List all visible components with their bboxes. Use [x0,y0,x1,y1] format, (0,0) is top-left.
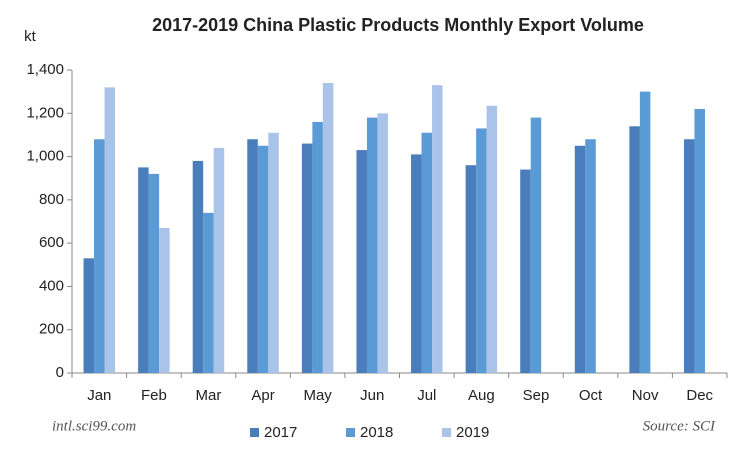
legend-label: 2019 [456,424,489,441]
bar [432,85,443,374]
bar [465,165,477,373]
x-tick-label: Aug [468,387,495,404]
legend-label: 2018 [360,424,393,441]
x-tick-label: Apr [251,387,274,404]
footnote-right: Source: SCI [643,418,716,434]
x-tick-label: Jan [87,387,111,404]
legend-swatch [346,428,355,437]
bar [301,143,313,373]
bar [639,91,651,374]
bar [377,113,388,374]
x-tick-label: Sep [523,387,550,404]
bar [366,117,378,373]
bar [203,212,214,373]
footnote-left: intl.sci99.com [52,418,136,434]
bar [192,160,204,373]
y-tick-label: 400 [39,277,64,294]
x-tick-label: Nov [632,387,659,404]
y-tick-label: 1,000 [26,148,64,165]
bar [322,82,334,373]
x-tick-label: Jul [417,387,436,404]
bar [683,139,695,373]
y-tick-label: 0 [56,364,64,381]
x-tick-label: May [303,387,332,404]
bar [268,132,279,373]
y-tick-label: 1,200 [26,104,64,121]
bar [411,154,422,373]
bar [629,126,640,374]
bar [312,121,323,373]
bar [530,117,542,373]
x-tick-label: Jun [360,387,384,404]
y-tick-label: 800 [39,191,64,208]
bar [159,227,170,373]
legend-swatch [442,428,451,437]
bar [585,139,596,373]
bar [104,87,116,374]
y-tick-label: 200 [39,321,64,338]
bar [257,145,269,373]
bar [138,167,149,373]
bar [83,258,95,373]
bar [694,108,705,373]
x-tick-label: Dec [686,387,713,404]
bar [574,145,586,373]
x-tick-label: Oct [579,387,603,404]
bar [520,169,531,373]
legend-label: 2017 [264,424,297,441]
bar [213,147,225,373]
x-tick-label: Feb [141,387,167,404]
y-axis-label: kt [24,28,37,45]
legend-swatch [250,428,259,437]
y-tick-label: 600 [39,234,64,251]
bar [486,105,498,373]
bar [476,128,487,373]
bar [94,139,105,373]
bar [356,150,367,373]
bar [148,173,160,373]
y-tick-label: 1,400 [26,61,64,78]
bar [247,139,258,373]
chart-title: 2017-2019 China Plastic Products Monthly… [152,15,644,35]
bar [421,132,433,373]
x-tick-label: Mar [196,387,222,404]
